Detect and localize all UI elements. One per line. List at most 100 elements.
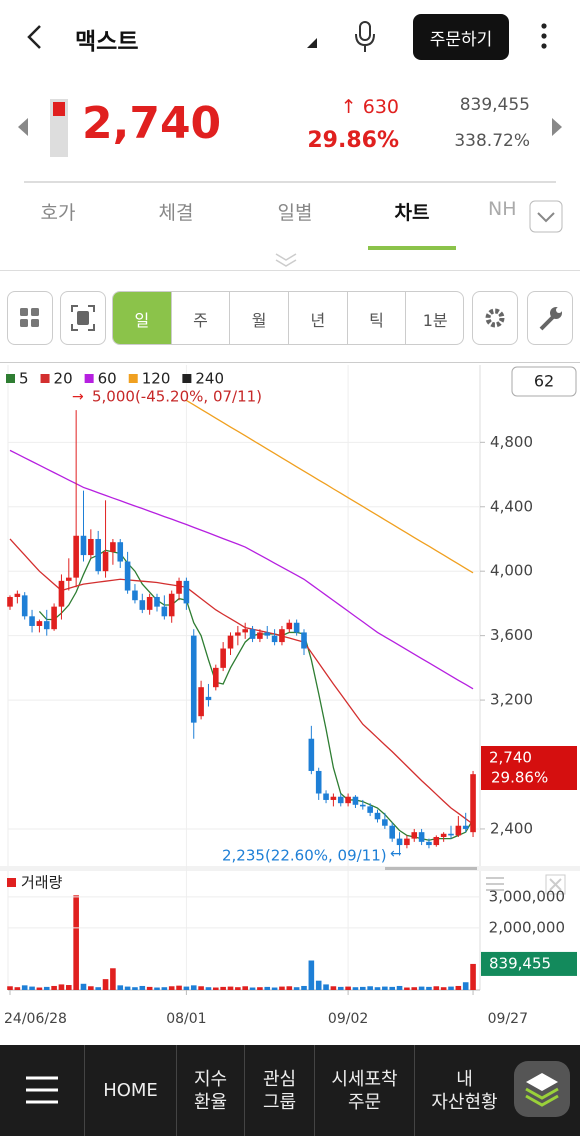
dropdown-icon[interactable] [305,38,319,50]
legend-swatch [182,374,192,383]
layout-icon [20,308,39,327]
candle-body [440,833,447,838]
volume-bar [43,986,50,990]
candle-body [257,632,263,639]
gear-icon [485,308,505,328]
nav-label: 환율 [193,1091,228,1113]
legend-label: 20 [54,370,73,388]
layout-button[interactable] [7,291,53,345]
legend-swatch [40,374,50,383]
legend-label: 5 [19,370,29,388]
period-button[interactable]: 주 [172,292,231,344]
volume: 839,455 [459,95,530,115]
nav-item[interactable]: 내 자산현황 [414,1045,514,1136]
candle-body [80,535,87,556]
chart: 4,800 4,400 4,000 3,600 3,200 2,400 24/06/28 08… [0,365,580,1027]
candle-body [337,796,344,804]
y-tick-label: 4,000 [490,562,533,580]
expand-icon[interactable] [274,252,298,268]
candle-body [227,635,234,649]
menu-button[interactable] [24,1075,60,1105]
y-tick-label: 4,400 [490,497,533,515]
tab[interactable]: 일별 [277,202,313,224]
candle-body [235,632,241,636]
order-button[interactable]: 주문하기 [413,14,509,60]
volume-bar [374,987,381,990]
period-button[interactable]: 일 [113,292,172,344]
candle-body [279,629,285,643]
volume-bar [36,987,43,990]
volume-bar [235,987,241,990]
candle-body [88,538,94,556]
current-price: 2,740 [82,98,222,149]
prev-arrow[interactable] [16,118,30,138]
candle-body [418,832,425,842]
candle-body [7,596,13,607]
volume-swatch [7,878,16,887]
mic-icon[interactable] [352,20,378,54]
volume-bar [367,986,373,990]
candle-body [242,629,248,633]
candle-body [448,833,454,836]
volume-bar [161,987,168,990]
tab[interactable]: 호가 [40,202,76,224]
candle-body [29,616,35,626]
volume-bar [58,984,65,990]
candle-body [73,535,79,578]
y-tick-label: 4,800 [490,433,533,451]
nav-home[interactable]: HOME [84,1045,176,1136]
focus-button[interactable] [60,291,106,345]
volume-bar [286,986,293,990]
volume-bar [448,986,454,990]
candle-body [43,621,50,630]
more-button[interactable] [538,22,550,52]
volume-bar [21,985,28,990]
nav-label: HOME [103,1080,158,1101]
candle-body [58,580,65,607]
volume-bar [389,986,395,990]
volume-bar [183,986,190,990]
candle-body [323,793,329,800]
tab[interactable]: NH [488,198,517,220]
period-selector: 일 주 월 년 틱 1분 [112,291,464,345]
volume-bar [462,982,469,990]
candle-body [396,838,403,846]
volume-bar [132,987,138,990]
next-arrow[interactable] [550,118,564,138]
tools-button[interactable] [527,291,573,345]
y-tick-label: 2,400 [490,819,533,837]
legend-swatch [6,374,15,383]
candle-body [176,580,182,594]
period-button[interactable]: 년 [289,292,348,344]
candle-body [146,596,153,610]
back-button[interactable] [20,22,50,52]
candle-body [433,837,440,846]
candle-body [389,825,395,839]
candle-body [220,648,226,668]
volume-bar [168,986,175,990]
tab-active[interactable]: 차트 [394,202,430,224]
layers-button[interactable] [514,1061,570,1117]
period-button[interactable]: 1분 [406,292,463,344]
nav-item[interactable]: 지수 환율 [176,1045,244,1136]
candle-body [315,770,322,794]
tab-menu[interactable] [529,200,563,233]
nav-item[interactable]: 관심 그룹 [244,1045,314,1136]
divider [0,270,580,271]
ma-line [9,538,474,825]
settings-button[interactable] [472,291,518,345]
change-rate: 29.86% [307,128,399,153]
volume-bar [293,987,300,990]
legend-swatch [84,374,94,383]
nav-label: 내 [456,1068,473,1090]
nav-label: 그룹 [262,1091,297,1113]
tab[interactable]: 체결 [158,202,194,224]
price-range-bar [50,99,68,157]
volume-bar [73,895,79,990]
period-button[interactable]: 틱 [348,292,407,344]
period-button[interactable]: 월 [230,292,289,344]
candle-body [426,841,432,846]
volume-bar [257,987,263,990]
nav-item[interactable]: 시세포착 주문 [314,1045,414,1136]
